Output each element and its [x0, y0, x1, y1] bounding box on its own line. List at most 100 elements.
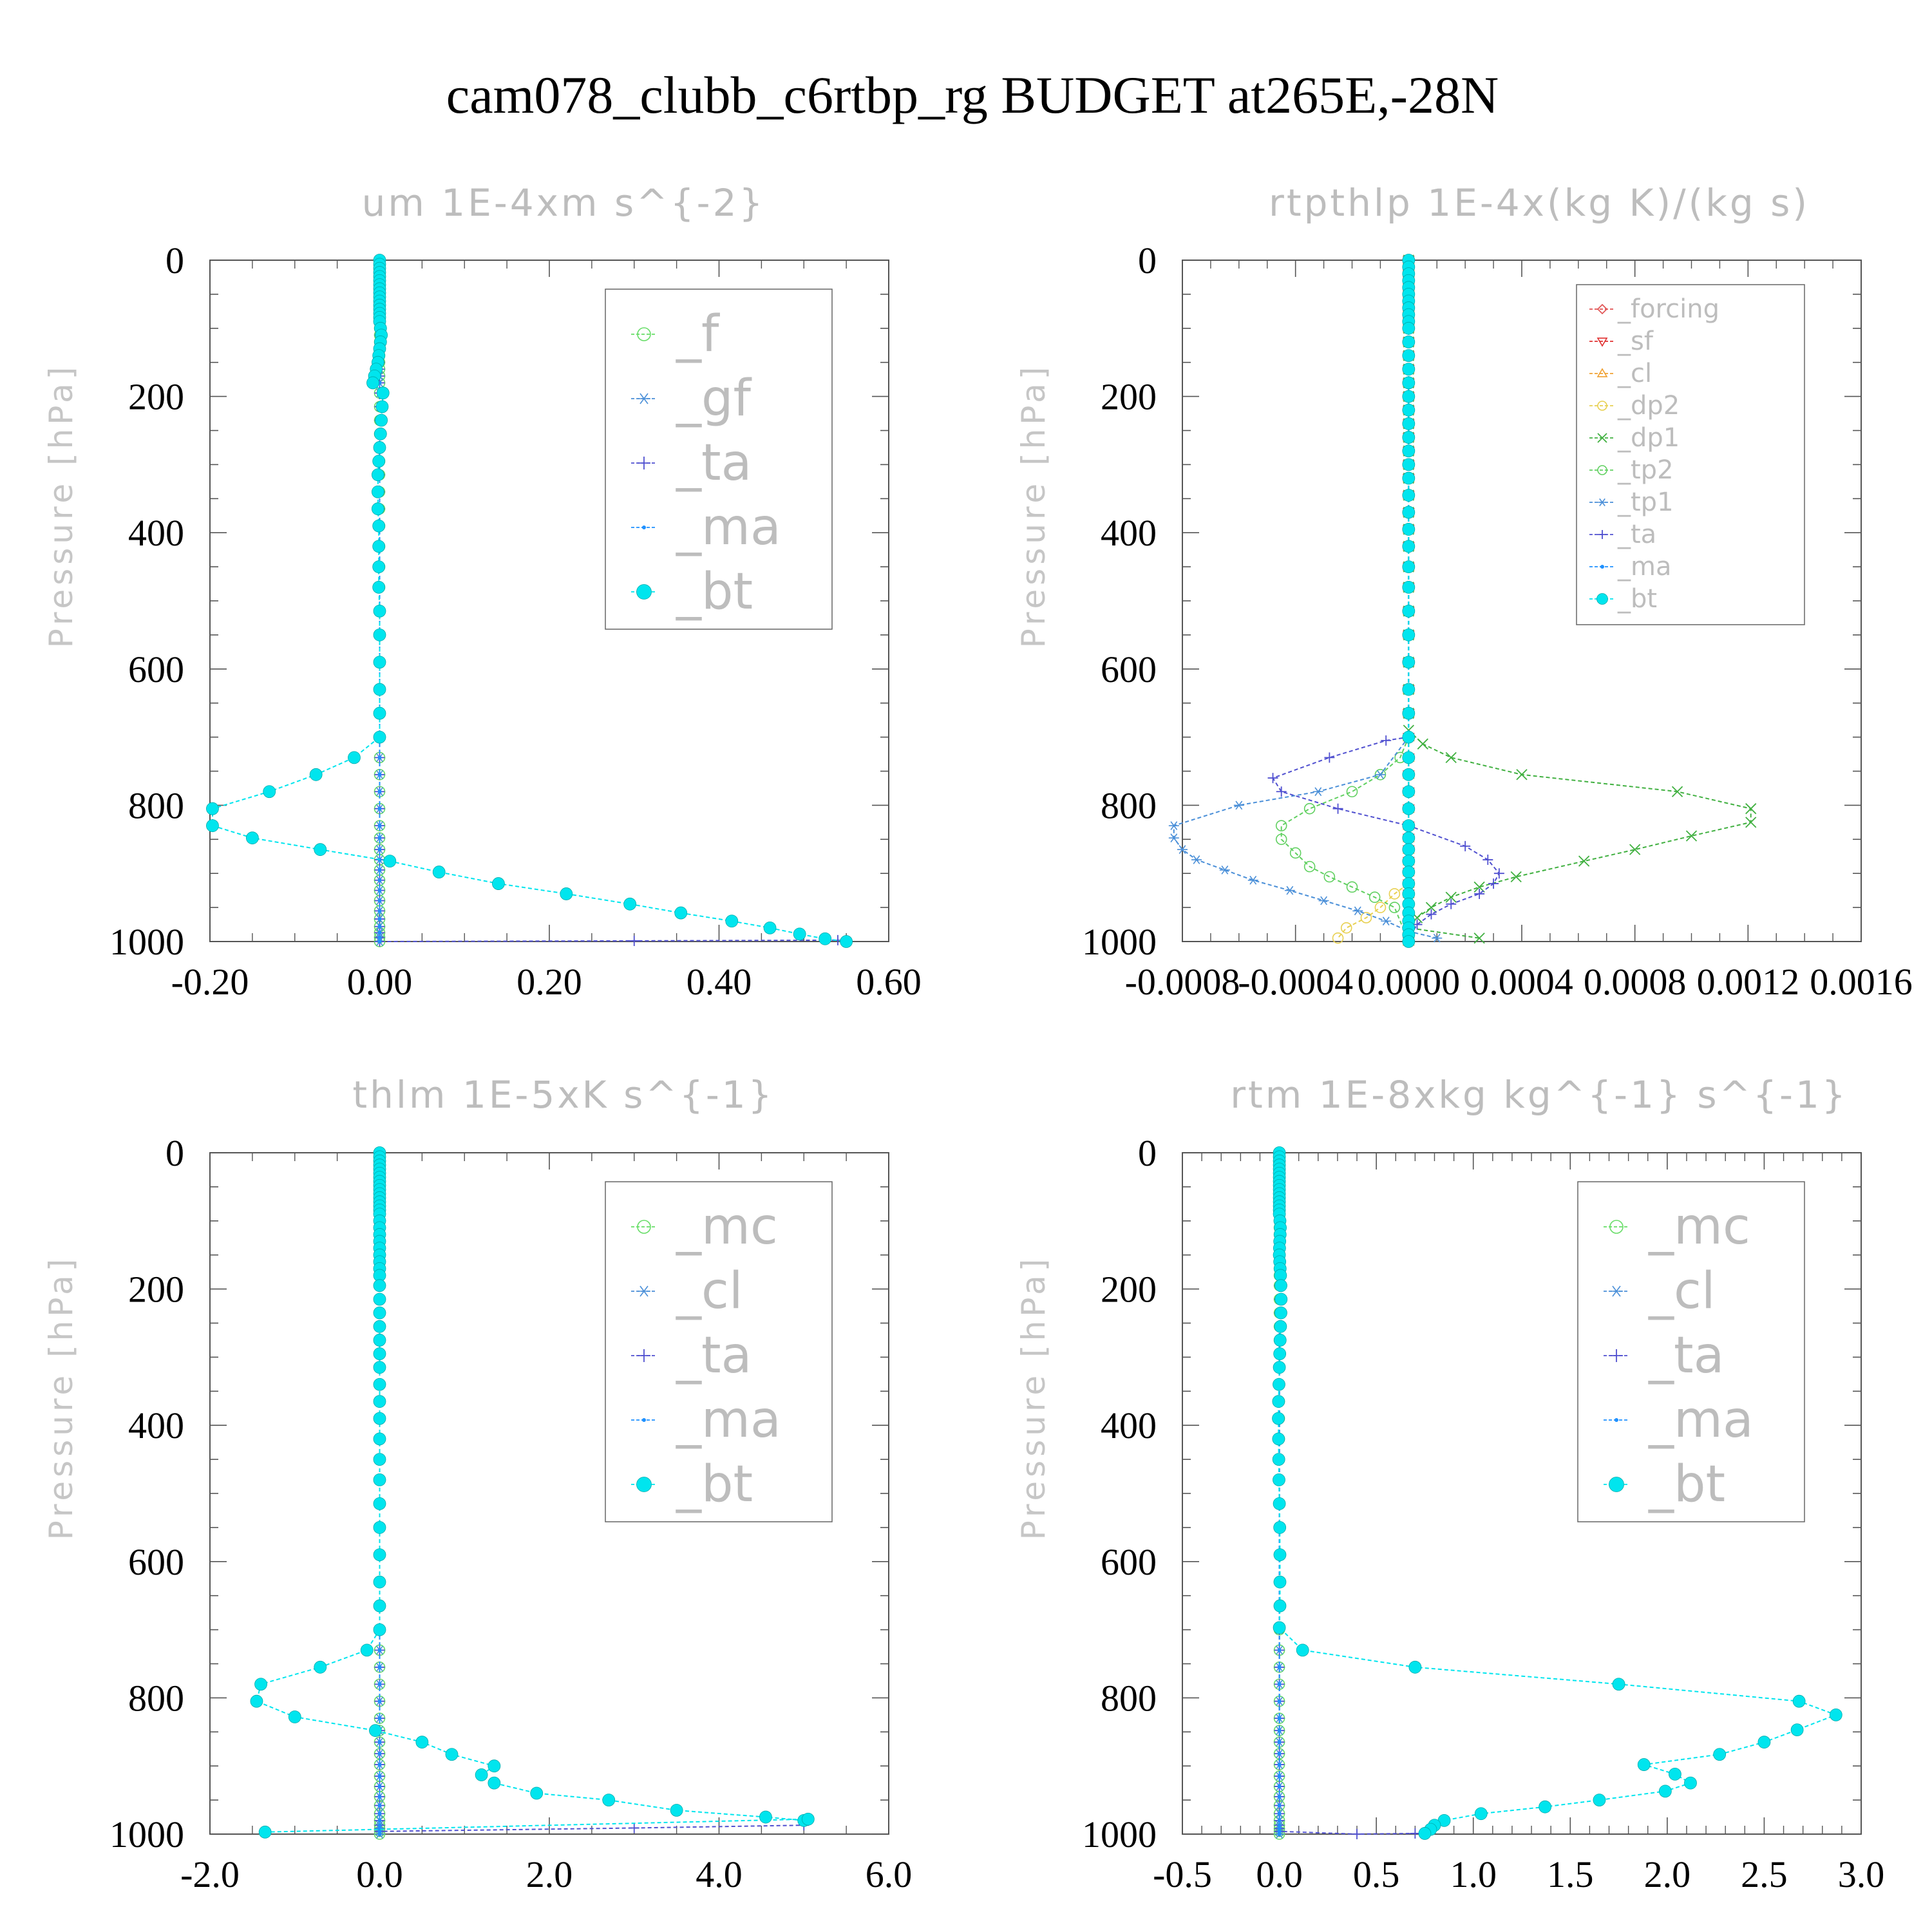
y-tick-label: 1000: [1082, 921, 1157, 963]
data-point-dp2: [1374, 902, 1387, 913]
legend-marker-gf: [638, 393, 650, 404]
data-point-bt: [373, 441, 386, 454]
data-point-bt: [1593, 1794, 1606, 1807]
data-point-ta: [1460, 840, 1471, 851]
data-point-ta: [1426, 909, 1437, 920]
x-tick-label: 1.5: [1547, 1853, 1594, 1895]
data-point-dp2: [1332, 932, 1344, 944]
data-point-bt: [373, 1361, 386, 1374]
data-point-bt: [801, 1812, 815, 1826]
x-tick-label: 6.0: [866, 1853, 913, 1895]
y-axis-label-thlm: Pressure [hPa]: [43, 1255, 80, 1540]
legend-marker-ta: [1598, 530, 1607, 539]
data-point-bt: [1402, 629, 1416, 641]
data-point-ma: [377, 1716, 382, 1721]
data-point-bt: [475, 1768, 488, 1781]
legend-marker-ma: [1615, 1418, 1618, 1422]
legend-entry-bt: _bt: [1604, 1455, 1725, 1513]
series-line-tp2: [1280, 260, 1410, 942]
legend-marker-sf: [1596, 337, 1608, 347]
x-tick-label: 2.5: [1741, 1853, 1788, 1895]
data-point-bt: [1272, 1395, 1285, 1408]
data-point-tp2: [1303, 802, 1316, 815]
x-tick-label: 0.00: [347, 961, 413, 1003]
legend-label: _cl: [676, 1262, 743, 1320]
legend: _mc _cl _ta _ma _bt: [1577, 1181, 1805, 1522]
legend-label: _ma: [676, 498, 781, 556]
data-point-bt: [1829, 1708, 1842, 1721]
y-axis-label-um: Pressure [hPa]: [43, 363, 80, 649]
data-point-bt: [250, 1694, 263, 1708]
data-point-bt: [373, 1432, 386, 1446]
series-dp2: [1332, 254, 1415, 944]
legend-label: _ma: [1648, 1391, 1754, 1449]
data-point-bt: [602, 1794, 616, 1807]
x-tick-label: -0.20: [171, 961, 249, 1003]
data-point-ma: [377, 1774, 382, 1779]
legend-box: [605, 289, 833, 630]
data-point-bt: [206, 802, 219, 815]
legend-entry-ta: _ta: [631, 434, 752, 492]
y-axis-label-rtm: Pressure [hPa]: [1015, 1255, 1052, 1540]
legend-marker-mc: [1609, 1220, 1624, 1234]
data-point-bt: [1402, 802, 1416, 815]
data-point-bt: [1402, 706, 1416, 720]
data-point-tp1: [1191, 855, 1202, 864]
y-tick-label: 200: [1101, 1269, 1157, 1311]
data-point-ma: [377, 848, 382, 852]
legend-entry-ta: _ta: [631, 1327, 752, 1385]
data-point-bt: [372, 519, 386, 533]
legend-marker-cl: [638, 1285, 650, 1297]
data-point-bt: [1273, 1520, 1287, 1534]
data-point-ma: [377, 1699, 382, 1703]
data-point-ma: [1277, 1740, 1282, 1745]
plot-frame: [209, 1152, 889, 1835]
data-point-ma: [377, 1648, 382, 1653]
legend-entry-bt: _bt: [631, 563, 753, 621]
data-point-bt: [1790, 1723, 1804, 1737]
data-point-bt: [373, 1320, 386, 1333]
series-bt: [1272, 1146, 1842, 1840]
legend-marker-ta: [638, 457, 650, 469]
panel-thlm: thlm 1E-5xK s^{-1} Pressure [hPa] 0 200 40…: [43, 1073, 912, 1895]
data-point-bt: [1402, 349, 1416, 363]
data-point-bt: [373, 1306, 386, 1320]
legend-marker-bt: [636, 584, 652, 600]
data-point-bt: [369, 1724, 382, 1738]
y-tick-label: 200: [128, 1269, 184, 1311]
legend: _mc _cl _ta _ma _bt: [605, 1181, 833, 1522]
legend-marker-tp1: [1598, 498, 1607, 507]
data-point-ma: [377, 888, 382, 893]
data-point-bt: [1273, 1334, 1287, 1347]
data-point-tp2: [1388, 902, 1401, 913]
series-bt: [250, 1146, 815, 1839]
y-tick-label: 400: [1101, 1405, 1157, 1446]
data-point-tp1: [1247, 875, 1258, 885]
data-point-bt: [1402, 819, 1416, 833]
data-point-ta: [1488, 878, 1499, 889]
y-tick-label: 1000: [1082, 1814, 1157, 1855]
data-point-dp1: [1578, 855, 1590, 867]
data-point-tp1: [1168, 833, 1179, 843]
data-point-bt: [376, 386, 390, 400]
data-point-dp1: [1685, 830, 1698, 842]
data-point-bt: [373, 1599, 386, 1613]
data-point-bt: [1402, 403, 1416, 417]
legend-box: [1576, 284, 1805, 625]
data-point-tp1: [1432, 933, 1443, 943]
y-tick-label: 600: [1101, 649, 1157, 690]
x-tick-label: 0.0016: [1810, 961, 1913, 1003]
data-point-bt: [1402, 560, 1416, 573]
data-point-bt: [258, 1825, 272, 1839]
data-point-bt: [1637, 1758, 1651, 1771]
x-tick-label: 3.0: [1838, 1853, 1885, 1895]
y-tick-label: 400: [1101, 512, 1157, 554]
legend-label: _ta: [1648, 1327, 1724, 1385]
data-point-bt: [360, 1643, 374, 1657]
data-point-tp1: [1284, 886, 1295, 895]
data-point-bt: [254, 1678, 267, 1691]
legend-marker-ta: [638, 1349, 650, 1362]
legend-label: _mc: [1648, 1198, 1750, 1256]
data-point-dp1: [1671, 786, 1683, 797]
data-point-ma: [377, 1829, 382, 1833]
